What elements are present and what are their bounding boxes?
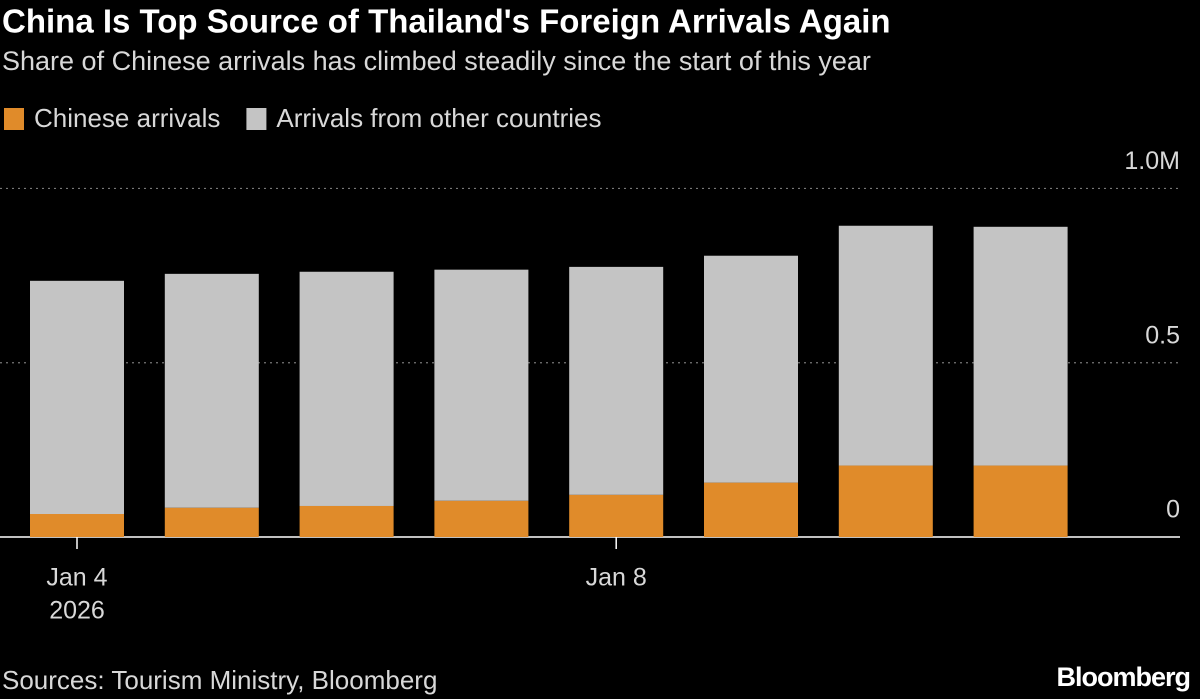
brand: Bloomberg bbox=[1056, 662, 1190, 692]
bar-segment bbox=[434, 500, 529, 537]
x-tick-label: Jan 4 bbox=[46, 564, 107, 592]
bar-segment bbox=[299, 271, 394, 506]
bar-segment bbox=[30, 513, 124, 537]
chart-title: China Is Top Source of Thailand's Foreig… bbox=[2, 3, 891, 40]
bar-segment bbox=[569, 266, 664, 495]
bar-segment bbox=[164, 507, 259, 537]
bar-segment bbox=[973, 465, 1068, 537]
source: Sources: Tourism Ministry, Bloomberg bbox=[2, 665, 437, 695]
bar-segment bbox=[704, 255, 798, 483]
bar-segment bbox=[30, 280, 124, 514]
y-tick-label: 1.0M bbox=[1124, 147, 1180, 175]
y-tick-label: 0.5 bbox=[1145, 321, 1180, 349]
bar-segment bbox=[299, 505, 394, 537]
legend-swatch bbox=[246, 108, 267, 130]
legend-label: Chinese arrivals bbox=[34, 103, 220, 133]
bar-segment bbox=[434, 269, 529, 501]
legend-label: Arrivals from other countries bbox=[276, 103, 601, 133]
bar-segment bbox=[704, 482, 798, 537]
bar-segment bbox=[838, 225, 933, 466]
bar-segment bbox=[973, 226, 1068, 466]
y-tick-label: 0 bbox=[1166, 496, 1180, 524]
bar-segment bbox=[838, 465, 933, 537]
bar-segment bbox=[164, 273, 259, 508]
x-year-label: 2026 bbox=[49, 597, 105, 625]
chart-subtitle: Share of Chinese arrivals has climbed st… bbox=[2, 46, 871, 76]
legend-swatch bbox=[4, 108, 24, 130]
bar-segment bbox=[569, 494, 664, 537]
x-tick-label: Jan 8 bbox=[586, 564, 647, 592]
